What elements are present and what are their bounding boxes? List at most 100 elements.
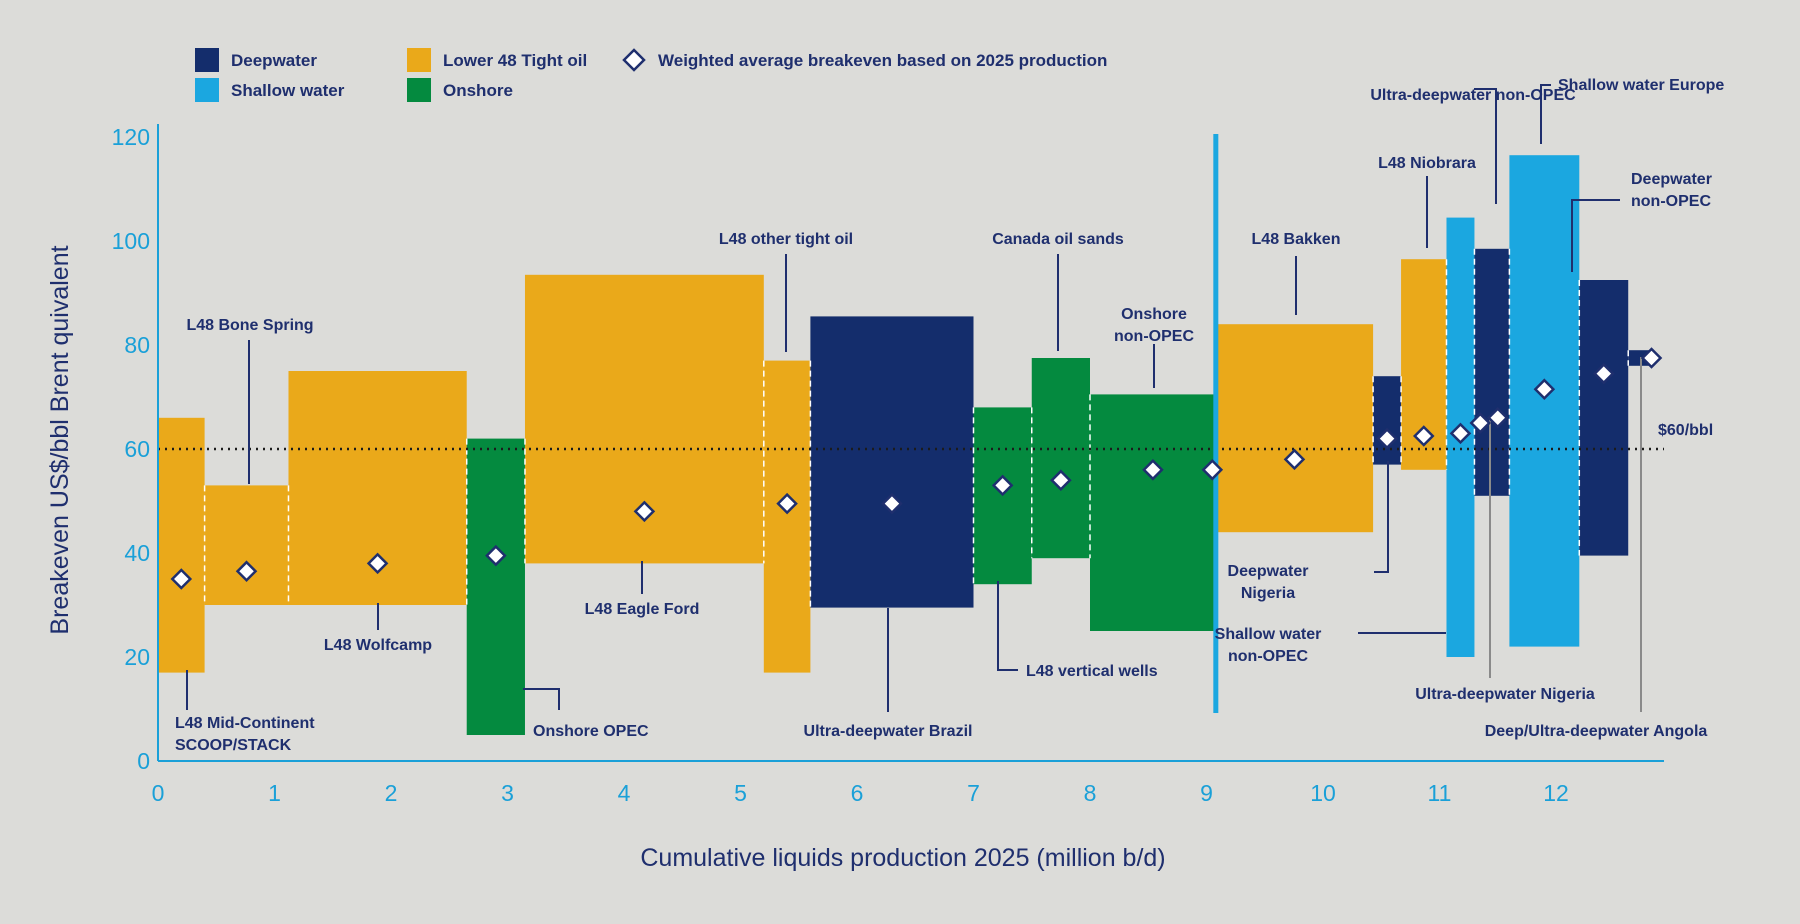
reference-line-layer: $60/bbl — [158, 134, 1713, 713]
y-tick-label-40: 40 — [124, 540, 150, 566]
y-tick-label-0: 0 — [137, 748, 150, 774]
x-axis-ticks: 0 1 2 3 4 5 6 7 8 9 10 11 12 — [152, 780, 1569, 806]
label-line: Deep/Ultra-deepwater Angola — [1485, 723, 1708, 740]
annotation-connectors — [186, 84, 1642, 712]
label-line: L48 Mid-Continent — [175, 715, 315, 732]
avg-marker-l48-mid-continent-scoop-stack — [170, 568, 193, 590]
y-tick-label-100: 100 — [112, 228, 150, 254]
bar-l48-bakken — [1215, 324, 1374, 533]
label-line: Ultra-deepwater Nigeria — [1415, 686, 1595, 703]
avg-marker-onshore-non-opec — [1142, 459, 1164, 481]
label-l48-eagle-ford: L48 Eagle Ford — [585, 601, 700, 618]
label-l48-niobrara: L48 Niobrara — [1378, 155, 1476, 172]
avg-marker-extra-1 — [1469, 412, 1492, 434]
bar-onshore-non-opec — [1090, 394, 1216, 631]
legend-label-onshore: Onshore — [443, 81, 513, 100]
bar-ultra-deepwater-non-opec — [1474, 248, 1510, 496]
label-line: Deepwater — [1228, 563, 1309, 580]
label-ultra-deepwater-brazil: Ultra-deepwater Brazil — [804, 723, 973, 740]
connector-onshore-opec — [523, 688, 560, 710]
legend-diamond-icon — [622, 48, 646, 72]
x-tick-label-10: 10 — [1310, 780, 1336, 806]
legend-swatch-onshore — [407, 78, 431, 102]
x-tick-label-4: 4 — [618, 780, 631, 806]
label-ultra-deepwater-nigeria: Ultra-deepwater Nigeria — [1415, 686, 1595, 703]
y-axis-ticks: 0 20 40 60 80 100 120 — [112, 124, 150, 774]
label-line: L48 Wolfcamp — [324, 637, 432, 654]
label-canada-oil-sands: Canada oil sands — [992, 231, 1124, 248]
label-line: L48 vertical wells — [1026, 663, 1158, 680]
avg-marker-l48-other-tight-oil — [776, 492, 798, 515]
label-deep-ultra-deepwater-angola: Deep/Ultra-deepwater Angola — [1485, 723, 1708, 740]
y-axis-title: Breakeven US$/bbl Brent quivalent — [46, 245, 74, 634]
x-tick-label-12: 12 — [1543, 780, 1569, 806]
connector-l48-vertical-wells — [997, 581, 1018, 671]
bar-shallow-water-europe — [1509, 155, 1580, 647]
bar-onshore-opec — [466, 438, 525, 735]
label-line: L48 other tight oil — [719, 231, 853, 248]
legend-label-deepwater: Deepwater — [231, 51, 317, 70]
bar-l48-mid-continent-scoop-stack — [158, 417, 205, 673]
bar-ultra-deepwater-brazil — [810, 316, 974, 608]
label-line: Ultra-deepwater Brazil — [804, 723, 973, 740]
legend-swatch-deepwater — [195, 48, 219, 72]
avg-marker-deepwater-nigeria — [1376, 427, 1398, 450]
avg-marker-l48-vertical-wells — [991, 474, 1014, 497]
label-l48-bone-spring: L48 Bone Spring — [186, 317, 313, 334]
annotation-labels: L48 Mid-Continent SCOOP/STACK L48 Bone Spr… — [175, 77, 1724, 754]
avg-marker-shallow-water-non-opec — [1449, 422, 1472, 445]
avg-marker-l48-wolfcamp — [366, 552, 389, 575]
label-line: SCOOP/STACK — [175, 737, 292, 754]
label-l48-mid-continent-scoop-stack: L48 Mid-Continent SCOOP/STACK — [175, 715, 315, 754]
reference-line-label: $60/bbl — [1658, 422, 1713, 439]
bar-l48-bone-spring — [204, 485, 289, 605]
legend-swatch-shallow-water — [195, 78, 219, 102]
label-line: Onshore OPEC — [533, 723, 649, 740]
x-tick-label-11: 11 — [1428, 780, 1452, 806]
bar-deepwater-non-opec — [1579, 280, 1629, 556]
connector-ultra-deepwater-non-opec — [1474, 88, 1497, 204]
label-line: Shallow water — [1215, 626, 1322, 643]
legend-label-lower-48-tight-oil: Lower 48 Tight oil — [443, 51, 587, 70]
legend-label-shallow-water: Shallow water — [231, 81, 345, 100]
x-tick-label-3: 3 — [501, 780, 514, 806]
label-line: non-OPEC — [1114, 328, 1194, 345]
label-line: L48 Bakken — [1252, 231, 1341, 248]
label-line: L48 Niobrara — [1378, 155, 1476, 172]
label-line: Deepwater — [1631, 171, 1712, 188]
label-shallow-water-non-opec: Shallow water non-OPEC — [1215, 626, 1322, 665]
label-shallow-water-europe: Shallow water Europe — [1558, 77, 1724, 94]
x-tick-label-6: 6 — [851, 780, 864, 806]
label-deepwater-nigeria: Deepwater Nigeria — [1228, 563, 1309, 602]
label-line: Nigeria — [1241, 585, 1295, 602]
x-tick-label-9: 9 — [1200, 780, 1213, 806]
label-deepwater-non-opec: Deepwater non-OPEC — [1631, 171, 1712, 210]
label-line: L48 Eagle Ford — [585, 601, 700, 618]
label-onshore-opec: Onshore OPEC — [533, 723, 649, 740]
label-l48-other-tight-oil: L48 other tight oil — [719, 231, 853, 248]
y-tick-label-60: 60 — [124, 436, 150, 462]
label-line: Ultra-deepwater non-OPEC — [1370, 87, 1576, 104]
avg-marker-deepwater-non-opec — [1593, 362, 1615, 385]
avg-marker-l48-niobrara — [1413, 425, 1435, 447]
x-tick-label-2: 2 — [385, 780, 398, 806]
avg-marker-onshore-opec — [485, 544, 507, 567]
y-tick-label-120: 120 — [112, 124, 150, 150]
label-l48-wolfcamp: L48 Wolfcamp — [324, 637, 432, 654]
bar-l48-other-tight-oil — [763, 360, 811, 673]
x-tick-label-5: 5 — [734, 780, 747, 806]
avg-marker-l48-eagle-ford — [633, 500, 656, 523]
label-ultra-deepwater-non-opec: Ultra-deepwater non-OPEC — [1370, 87, 1576, 104]
avg-marker-canada-oil-sands — [1050, 469, 1072, 491]
avg-marker-ultra-deepwater-non-opec — [1486, 407, 1509, 429]
avg-marker-ultra-deepwater-brazil — [881, 492, 903, 515]
label-line: Onshore — [1121, 306, 1187, 323]
connector-shallow-water-europe — [1540, 84, 1551, 144]
label-line: non-OPEC — [1228, 648, 1308, 665]
bar-deepwater-nigeria — [1373, 376, 1402, 465]
y-tick-label-20: 20 — [124, 644, 150, 670]
connector-deepwater-nigeria — [1374, 461, 1389, 573]
label-line: L48 Bone Spring — [186, 317, 313, 334]
avg-marker-shallow-water-europe — [1533, 378, 1556, 400]
